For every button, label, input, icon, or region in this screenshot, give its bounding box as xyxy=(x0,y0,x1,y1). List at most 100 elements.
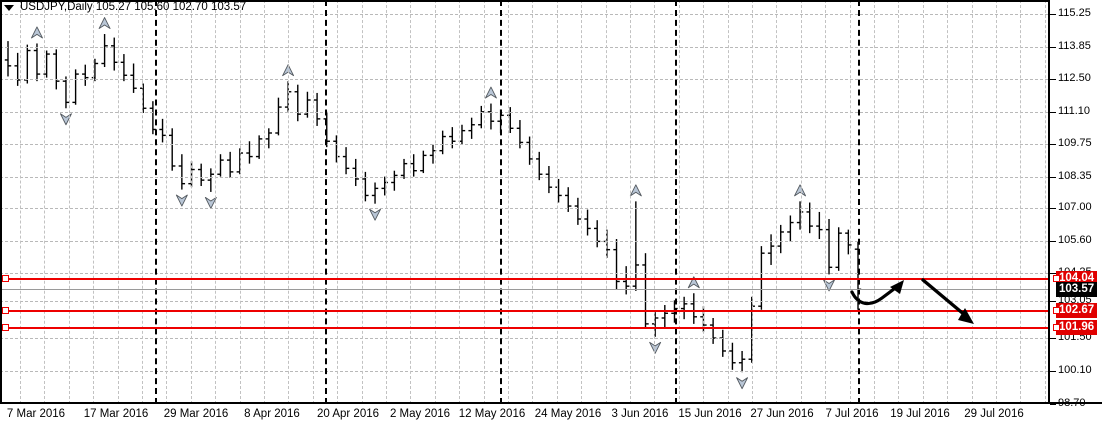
price-tick-label: 103.05 xyxy=(1058,294,1092,307)
gridline-horizontal xyxy=(0,78,1048,80)
price-tick xyxy=(1050,241,1056,243)
ohlc-bar xyxy=(709,317,717,344)
ohlc-bar xyxy=(594,220,601,248)
price-tick-label: 115.25 xyxy=(1058,7,1091,19)
level-drag-handle[interactable] xyxy=(1053,274,1060,282)
date-tick-label: 15 Jun 2016 xyxy=(678,408,742,420)
ohlc-bar xyxy=(217,154,224,177)
ohlc-bar xyxy=(294,84,301,122)
date-tick-label: 24 May 2016 xyxy=(534,408,602,420)
fractal-down-icon xyxy=(736,377,749,390)
gridline-horizontal xyxy=(0,273,1048,275)
gridline-vertical xyxy=(1045,0,1046,404)
price-level-current-price[interactable] xyxy=(0,289,1048,291)
ohlc-bar xyxy=(651,312,659,337)
ohlc-bar xyxy=(690,293,697,324)
price-bars-svg xyxy=(4,17,862,390)
ohlc-bar xyxy=(72,69,79,105)
price-level-label-support-lower: 101.96 xyxy=(1056,320,1098,336)
gridline-vertical xyxy=(386,0,387,404)
ohlc-bar xyxy=(391,170,398,191)
gridline-vertical xyxy=(264,0,265,404)
ohlc-bar xyxy=(719,329,726,357)
date-axis: 7 Mar 2016 17 Mar 2016 29 Mar 2016 8 Apr 20… xyxy=(0,404,1102,426)
ohlc-bar xyxy=(545,165,553,194)
ohlc-bar xyxy=(613,239,620,290)
ohlc-bar xyxy=(33,43,41,82)
gridline-vertical xyxy=(728,0,729,404)
gridline-vertical xyxy=(679,0,680,404)
price-axis[interactable]: 115.25 113.85 112.50 111.10 109.75 108.35 107.… xyxy=(1050,0,1102,409)
price-level-resistance-upper[interactable] xyxy=(0,278,1048,281)
ohlc-bar xyxy=(825,219,833,275)
ohlc-bar xyxy=(487,103,495,130)
ohlc-bar xyxy=(555,178,562,203)
gridline-vertical xyxy=(288,0,289,404)
gridline-vertical xyxy=(44,0,45,404)
level-drag-handle[interactable] xyxy=(1053,306,1060,314)
price-tick-label: 109.75 xyxy=(1058,136,1092,149)
ohlc-bar xyxy=(333,135,340,163)
gridline-vertical xyxy=(654,0,655,404)
date-tick-label: 20 Apr 2016 xyxy=(316,408,380,420)
gridline-vertical xyxy=(581,0,582,404)
ohlc-bar xyxy=(449,127,456,149)
price-tick-label: 107.00 xyxy=(1058,201,1092,214)
ohlc-bar xyxy=(120,54,128,82)
ohlc-bar xyxy=(342,147,350,175)
level-drag-handle[interactable] xyxy=(2,306,9,314)
ohlc-bar xyxy=(439,130,446,155)
ohlc-bar xyxy=(82,64,89,86)
ohlc-bar xyxy=(536,151,543,181)
level-drag-handle[interactable] xyxy=(1053,323,1060,331)
level-drag-handle[interactable] xyxy=(2,274,9,282)
ohlc-bar xyxy=(246,141,253,164)
price-level-support-lower[interactable] xyxy=(0,327,1048,330)
gridline-vertical xyxy=(362,0,363,404)
price-tick xyxy=(1050,46,1056,48)
ohlc-bar xyxy=(371,182,379,204)
ohlc-bar xyxy=(787,215,794,242)
ohlc-bar xyxy=(304,91,311,118)
ohlc-bar xyxy=(140,83,147,113)
gridline-horizontal xyxy=(0,371,1048,372)
ohlc-bar xyxy=(632,201,640,291)
plot-top-border xyxy=(0,0,1048,2)
ohlc-bar xyxy=(758,246,765,310)
fractal-up-icon xyxy=(485,86,497,99)
gridline-vertical xyxy=(337,0,338,404)
price-tick-label: 108.35 xyxy=(1058,169,1092,182)
gridline-horizontal xyxy=(0,14,1048,15)
ohlc-bar xyxy=(226,151,234,178)
gridline-horizontal xyxy=(0,46,1048,48)
price-level-label-current-price: 103.57 xyxy=(1056,282,1098,298)
level-drag-handle[interactable] xyxy=(2,323,9,331)
ohlc-bar xyxy=(255,135,263,159)
gridline-vertical xyxy=(508,0,509,404)
gridline-vertical xyxy=(435,0,436,404)
ohlc-bar xyxy=(178,154,186,190)
ohlc-bar xyxy=(806,202,813,234)
period-separator xyxy=(858,0,860,404)
gridline-vertical xyxy=(630,0,631,404)
ohlc-bar xyxy=(816,211,823,240)
plot-right-border xyxy=(1048,0,1050,404)
price-level-label-support-upper: 102.67 xyxy=(1056,303,1098,319)
gridline-vertical xyxy=(703,0,704,404)
chart-plot-area[interactable] xyxy=(0,0,1048,404)
fractal-up-icon xyxy=(31,26,43,39)
fractal-down-icon xyxy=(204,196,217,209)
price-level-support-upper[interactable] xyxy=(0,310,1048,313)
gridline-vertical xyxy=(313,0,314,404)
price-tick xyxy=(1050,143,1056,145)
price-tick xyxy=(1050,273,1056,275)
gridline-vertical xyxy=(215,0,216,404)
ohlc-bar xyxy=(574,197,582,225)
chevron-down-icon[interactable] xyxy=(4,5,14,11)
ohlc-bar xyxy=(352,158,359,187)
gridline-vertical xyxy=(874,0,875,404)
price-tick-label: 101.50 xyxy=(1058,331,1092,344)
price-tick xyxy=(1050,338,1056,340)
gridline-vertical xyxy=(484,0,485,404)
